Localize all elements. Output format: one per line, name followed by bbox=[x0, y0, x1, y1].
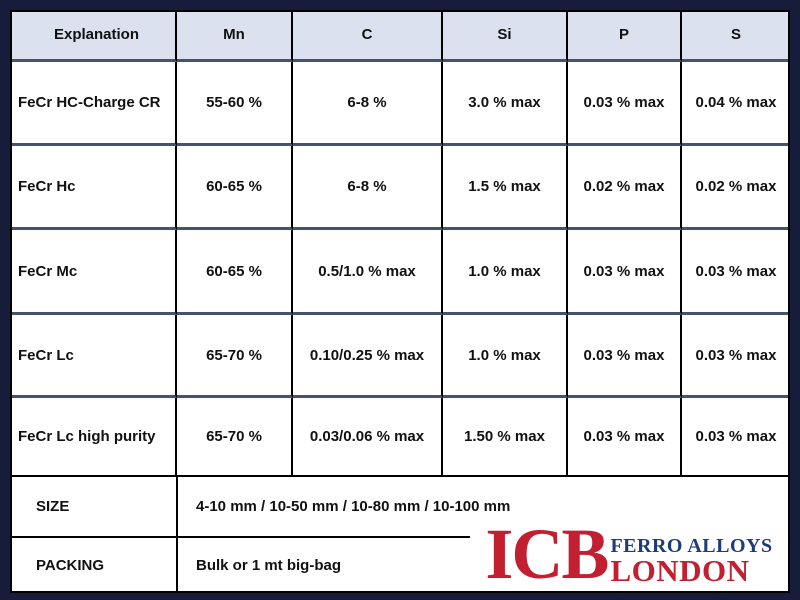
spec-cell: 0.03 % max bbox=[682, 315, 790, 398]
grade-name: FeCr Lc high purity bbox=[10, 398, 177, 477]
spec-cell: 1.50 % max bbox=[443, 398, 568, 477]
spec-cell: 0.03 % max bbox=[682, 230, 790, 315]
alloy-spec-table: Explanation Mn C Si P S FeCr HC-Charge C… bbox=[10, 10, 790, 477]
spec-cell: 0.03/0.06 % max bbox=[293, 398, 443, 477]
spec-cell: 6-8 % bbox=[293, 62, 443, 146]
column-header-si: Si bbox=[443, 10, 568, 62]
spec-cell: 55-60 % bbox=[177, 62, 293, 146]
spec-cell: 1.0 % max bbox=[443, 315, 568, 398]
spec-cell: 1.0 % max bbox=[443, 230, 568, 315]
spec-cell: 0.10/0.25 % max bbox=[293, 315, 443, 398]
logo-london-text: LONDON bbox=[610, 553, 750, 589]
spec-cell: 60-65 % bbox=[177, 230, 293, 315]
grade-name: FeCr Lc bbox=[10, 315, 177, 398]
logo-ferro-alloys-text: FERRO ALLOYS bbox=[610, 535, 773, 558]
spec-cell: 3.0 % max bbox=[443, 62, 568, 146]
spec-cell: 0.03 % max bbox=[568, 315, 682, 398]
column-header-s: S bbox=[682, 10, 790, 62]
spec-cell: 0.04 % max bbox=[682, 62, 790, 146]
column-header-mn: Mn bbox=[177, 10, 293, 62]
size-label: SIZE bbox=[10, 477, 178, 538]
spec-cell: 0.03 % max bbox=[568, 398, 682, 477]
grade-name: FeCr Mc bbox=[10, 230, 177, 315]
spec-cell: 60-65 % bbox=[177, 146, 293, 230]
grade-name: FeCr HC-Charge CR bbox=[10, 62, 177, 146]
spec-cell: 0.03 % max bbox=[568, 62, 682, 146]
spec-cell: 65-70 % bbox=[177, 398, 293, 477]
logo-wordmark: FERRO ALLOYS LONDON bbox=[610, 522, 773, 589]
spec-cell: 6-8 % bbox=[293, 146, 443, 230]
spec-cell: 0.03 % max bbox=[568, 230, 682, 315]
spec-cell: 65-70 % bbox=[177, 315, 293, 398]
logo-monogram: ICB bbox=[485, 513, 609, 594]
packing-label: PACKING bbox=[10, 538, 178, 593]
spec-sheet: Explanation Mn C Si P S FeCr HC-Charge C… bbox=[10, 10, 790, 593]
icb-ferro-alloys-logo: ICB FERRO ALLOYS LONDON bbox=[470, 517, 788, 591]
spec-cell: 0.03 % max bbox=[682, 398, 790, 477]
column-header-explanation: Explanation bbox=[10, 10, 177, 62]
spec-cell: 0.5/1.0 % max bbox=[293, 230, 443, 315]
column-header-c: C bbox=[293, 10, 443, 62]
grade-name: FeCr Hc bbox=[10, 146, 177, 230]
column-header-p: P bbox=[568, 10, 682, 62]
spec-cell: 0.02 % max bbox=[568, 146, 682, 230]
spec-cell: 1.5 % max bbox=[443, 146, 568, 230]
spec-cell: 0.02 % max bbox=[682, 146, 790, 230]
